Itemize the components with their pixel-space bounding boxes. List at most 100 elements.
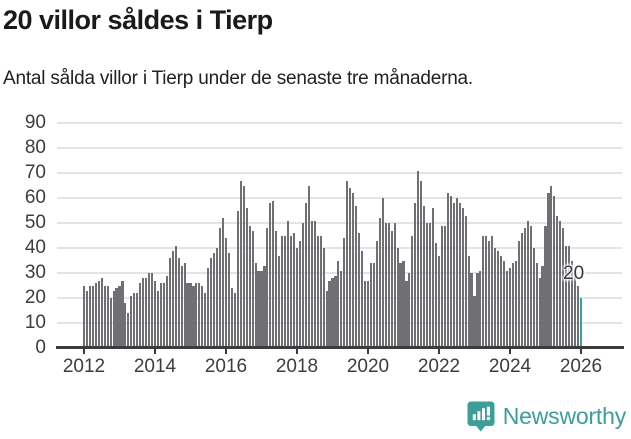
bar-month-160 [556,215,559,348]
bar-month-56 [248,225,251,348]
bar-month-104 [390,230,393,348]
bar-month-35 [186,283,189,348]
bar-month-108 [402,260,405,348]
gridline-10 [57,321,622,324]
bar-month-65 [275,230,278,348]
bar-month-130 [467,255,470,348]
bar-month-22 [148,273,151,348]
bar-month-89 [346,180,349,348]
bar-month-156 [544,225,547,348]
bar-month-39 [198,283,201,348]
x-axis-tick-label: 2022 [417,356,461,377]
bar-month-37 [192,285,195,348]
bar-month-48 [224,238,228,348]
bar-month-116 [426,223,429,348]
page-subtitle: Antal sålda villor i Tierp under de sena… [3,68,474,89]
bar-month-66 [278,255,281,348]
bar-month-9 [109,298,112,348]
bar-month-46 [219,228,222,348]
gridline-60 [57,196,622,199]
bar-month-139 [494,248,497,348]
bar-month-159 [553,195,556,348]
bar-month-112 [414,203,417,348]
bar-month-17 [133,293,136,348]
bar-month-158 [550,185,553,348]
bar-month-79 [316,235,319,348]
bar-month-8 [106,285,109,348]
bar-month-161 [559,220,562,348]
gridline-30 [57,271,622,274]
bar-month-115 [423,205,426,348]
x-axis-tick [225,349,227,354]
bar-month-149 [523,228,526,348]
bar-month-67 [281,235,284,348]
bar-month-60 [260,270,263,348]
bar-month-40 [201,285,204,348]
bar-month-47 [221,218,225,348]
x-axis-tick [580,349,582,354]
bar-month-113 [417,170,420,348]
bar-month-151 [529,225,532,348]
bar-month-53 [239,180,242,348]
bar-month-99 [375,240,378,348]
bar-month-162 [562,228,565,348]
bar-month-29 [168,258,171,348]
bar-month-70 [290,235,293,348]
gridline-90 [57,121,622,124]
bar-month-129 [464,215,467,348]
bar-month-138 [491,235,494,348]
bar-month-137 [488,240,491,348]
bar-month-28 [165,275,168,348]
bar-month-101 [381,198,384,348]
bar-month-107 [399,263,402,348]
x-axis-tick-label: 2024 [488,356,532,377]
bar-month-23 [150,273,154,348]
bar-month-19 [139,283,142,348]
bar-month-157 [547,193,550,348]
bar-month-0 [82,285,86,348]
bar-month-73 [298,240,301,348]
bar-month-55 [245,208,248,348]
bar-month-72 [295,248,299,348]
x-axis-tick [438,349,440,354]
gridline-50 [57,221,622,224]
bar-month-75 [304,203,307,348]
bar-month-5 [97,280,100,348]
bar-month-86 [337,260,340,348]
bar-month-3 [91,285,94,348]
bar-month-167 [576,285,580,348]
bar-month-62 [266,228,269,348]
bar-month-88 [343,238,346,348]
page-title: 20 villor såldes i Tierp [3,5,273,35]
bar-month-111 [411,235,414,348]
bar-month-54 [242,185,245,348]
bar-month-126 [455,198,458,348]
x-axis-tick [83,349,85,354]
bar-month-131 [470,273,473,348]
y-axis-tick-label: 30 [24,262,46,283]
bar-month-76 [307,185,310,348]
bar-month-140 [497,250,500,348]
bar-month-74 [301,223,304,348]
bar-month-164 [568,245,571,348]
bar-month-165 [571,260,574,348]
bar-month-150 [526,220,529,348]
x-axis-tick-label: 2012 [62,356,106,377]
bar-month-121 [440,225,443,348]
bar-month-42 [207,268,210,348]
bar-month-15 [127,313,130,348]
bar-month-114 [420,180,423,348]
gridline-20 [57,296,622,299]
bar-month-27 [162,283,165,348]
bar-month-82 [325,290,328,348]
x-axis-line [56,346,624,349]
x-axis-tick [367,349,369,354]
bar-month-123 [446,193,449,348]
bar-month-85 [334,275,337,348]
bar-month-36 [189,283,192,348]
bar-month-63 [269,203,272,348]
bar-month-168 [579,298,583,348]
bar-month-59 [257,270,260,348]
bar-month-102 [384,223,387,348]
bar-month-81 [322,248,325,348]
